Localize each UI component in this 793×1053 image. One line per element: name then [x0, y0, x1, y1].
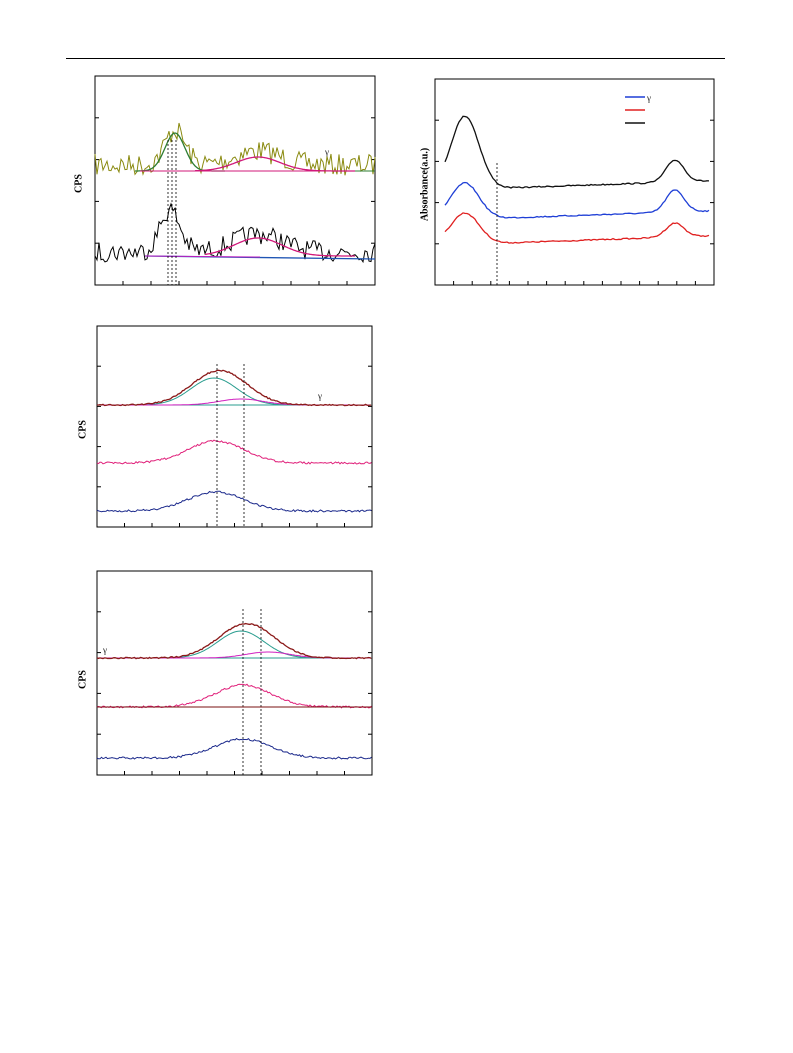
xps-top-magenta-fit-2 — [204, 237, 355, 257]
uv-frame — [434, 78, 715, 286]
uv-legend-label-1: γ — [647, 93, 651, 103]
xps-bottom-tag: γ — [103, 645, 107, 655]
xps-bottom-component-1 — [97, 630, 372, 659]
xps-mid-tag: γ — [318, 391, 322, 401]
xps-top-tag: γ — [325, 147, 329, 157]
uv-red-curve — [444, 212, 710, 244]
xps-mid-spectrum-2 — [96, 439, 372, 465]
xps-mid-envelope — [97, 369, 372, 407]
xps-top-purple-baseline — [144, 255, 261, 258]
xps-top-olive-spectrum — [94, 122, 376, 176]
xps-bottom-spectrum-2 — [96, 683, 372, 709]
xps-mid-spectrum-3 — [96, 490, 372, 513]
header-rule — [66, 58, 725, 59]
uv-blue-curve — [444, 181, 710, 219]
xps-bottom-spectrum-3 — [96, 737, 372, 760]
xps-bottom-envelope — [96, 622, 372, 660]
xps-bottom-frame — [96, 570, 373, 776]
xps-top-black-spectrum — [94, 202, 376, 264]
uv-black-curve — [444, 115, 710, 189]
